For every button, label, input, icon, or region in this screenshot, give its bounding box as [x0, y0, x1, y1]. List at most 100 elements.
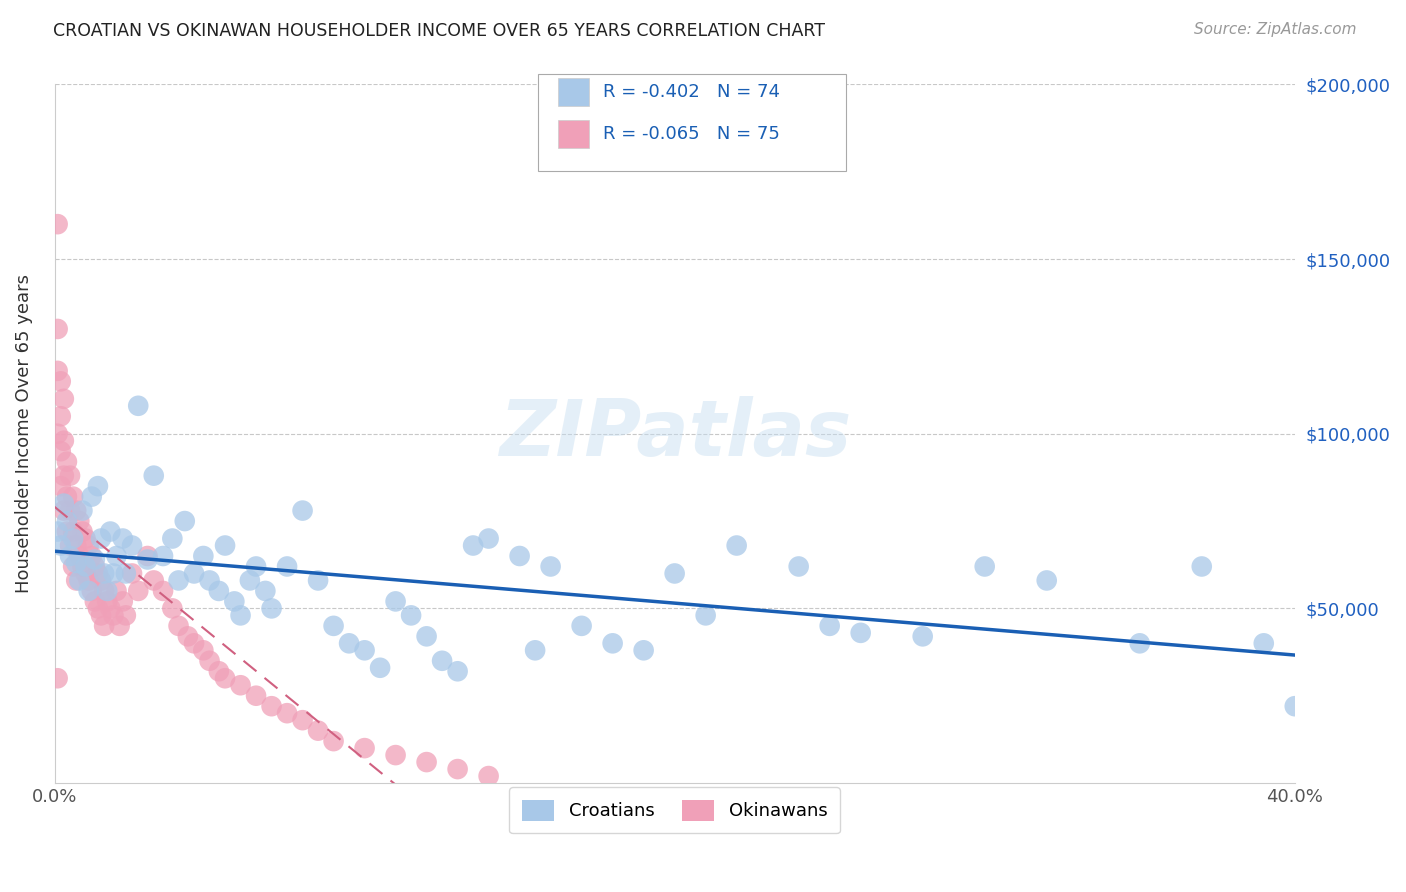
Point [46, 426, 69, 441]
Point [478, 532, 501, 546]
Point [430, 654, 453, 668]
Point [59, 468, 82, 483]
Point [198, 654, 221, 668]
Point [695, 608, 717, 623]
Point [509, 549, 531, 563]
Point [65, 539, 87, 553]
Point [291, 503, 314, 517]
Point [72, 559, 94, 574]
Point [136, 549, 159, 563]
Point [973, 559, 995, 574]
Point [77, 574, 100, 588]
Point [46, 364, 69, 378]
Point [1035, 574, 1057, 588]
Point [415, 755, 437, 769]
Point [254, 583, 277, 598]
Point [80, 490, 103, 504]
Point [121, 566, 143, 581]
Point [93, 583, 115, 598]
Point [80, 549, 103, 563]
Point [52, 392, 75, 406]
Point [162, 532, 184, 546]
Point [87, 566, 110, 581]
Point [1284, 699, 1306, 714]
Point [633, 643, 655, 657]
Point [87, 601, 110, 615]
Point [103, 608, 125, 623]
Point [59, 539, 82, 553]
Point [93, 566, 115, 581]
Point [75, 532, 97, 546]
Point [87, 479, 110, 493]
Point [245, 559, 267, 574]
Point [65, 574, 87, 588]
Point [911, 629, 934, 643]
Point [52, 434, 75, 448]
Point [478, 769, 501, 783]
Point [49, 539, 72, 553]
Point [307, 574, 329, 588]
Point [167, 574, 190, 588]
Point [52, 503, 75, 517]
Text: CROATIAN VS OKINAWAN HOUSEHOLDER INCOME OVER 65 YEARS CORRELATION CHART: CROATIAN VS OKINAWAN HOUSEHOLDER INCOME … [53, 22, 825, 40]
Point [208, 665, 231, 679]
Point [62, 559, 84, 574]
Point [276, 706, 298, 721]
Point [62, 524, 84, 539]
Point [193, 643, 215, 657]
Point [77, 583, 100, 598]
Point [276, 559, 298, 574]
Point [93, 619, 115, 633]
Point [127, 583, 149, 598]
Text: Source: ZipAtlas.com: Source: ZipAtlas.com [1194, 22, 1357, 37]
Point [136, 552, 159, 566]
Point [62, 532, 84, 546]
Point [368, 661, 391, 675]
Point [111, 594, 134, 608]
Point [152, 583, 174, 598]
Point [461, 539, 484, 553]
Text: R = -0.065   N = 75: R = -0.065 N = 75 [603, 125, 780, 143]
Point [121, 539, 143, 553]
Point [49, 479, 72, 493]
Point [56, 455, 79, 469]
Point [65, 503, 87, 517]
Point [849, 625, 872, 640]
Point [83, 559, 105, 574]
Point [1191, 559, 1213, 574]
Point [108, 619, 131, 633]
Point [142, 468, 165, 483]
Point [115, 566, 138, 581]
Point [56, 524, 79, 539]
Point [337, 636, 360, 650]
Point [415, 629, 437, 643]
Point [98, 601, 121, 615]
Point [152, 549, 174, 563]
Point [115, 608, 138, 623]
Point [77, 539, 100, 553]
Point [1129, 636, 1152, 650]
Point [664, 566, 686, 581]
Point [208, 583, 231, 598]
Point [127, 399, 149, 413]
Point [322, 619, 344, 633]
Point [384, 594, 406, 608]
Legend: Croatians, Okinawans: Croatians, Okinawans [509, 788, 839, 833]
Point [49, 375, 72, 389]
Point [524, 643, 547, 657]
Point [96, 583, 118, 598]
Point [105, 549, 128, 563]
Point [787, 559, 810, 574]
Text: ZIPatlas: ZIPatlas [499, 396, 851, 472]
Point [725, 539, 748, 553]
Point [90, 532, 112, 546]
Point [384, 748, 406, 763]
Point [446, 762, 468, 776]
Point [72, 524, 94, 539]
Point [62, 490, 84, 504]
Point [353, 741, 375, 756]
Point [72, 503, 94, 517]
Point [67, 574, 90, 588]
Point [353, 643, 375, 657]
Point [49, 444, 72, 458]
